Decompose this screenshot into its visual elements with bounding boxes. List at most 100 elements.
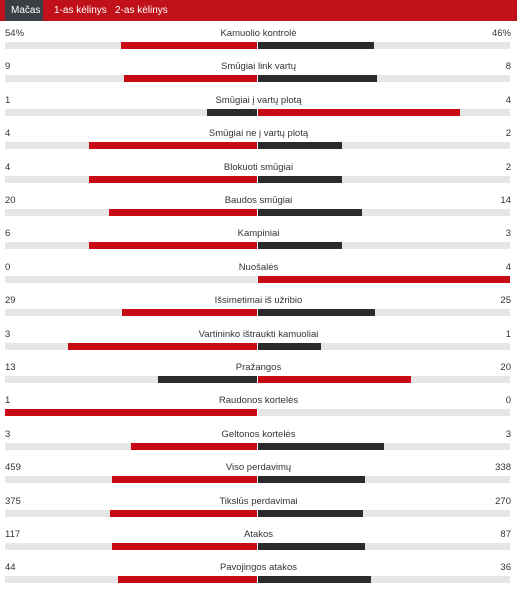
stat-label: Smūgiai link vartų <box>221 61 296 73</box>
stat-row: 29 Išsimetimai iš užribio 25 <box>0 288 517 317</box>
home-bar <box>110 509 257 517</box>
away-bar <box>258 342 321 350</box>
home-bar <box>131 442 257 450</box>
away-track <box>258 342 510 350</box>
tab-match[interactable]: Mačas <box>5 0 43 21</box>
home-value: 375 <box>5 495 21 507</box>
home-bar <box>5 409 257 417</box>
home-value: 1 <box>5 94 11 106</box>
away-track <box>258 476 510 484</box>
home-value: 9 <box>5 61 11 73</box>
home-bar <box>112 476 257 484</box>
home-value: 20 <box>5 195 16 206</box>
stat-row: 6 Kampiniai 3 <box>0 221 517 250</box>
stat-label: Geltonos kortelės <box>221 428 296 440</box>
away-track <box>258 209 510 216</box>
stat-row: 1 Raudonos kortelės 0 <box>0 388 517 417</box>
away-value: 270 <box>495 495 511 507</box>
home-bar <box>112 543 257 550</box>
away-value: 2 <box>505 161 511 173</box>
home-bar <box>122 309 257 317</box>
away-bar <box>258 42 374 49</box>
stat-row: 20 Baudos smūgiai 14 <box>0 188 517 216</box>
home-bar <box>89 142 257 150</box>
stat-row: 4 Blokuoti smūgiai 2 <box>0 155 517 183</box>
away-value: 2 <box>505 128 511 140</box>
home-bar <box>121 42 257 49</box>
home-value: 44 <box>5 562 16 574</box>
stat-label: Smūgiai ne į vartų plotą <box>208 128 309 140</box>
stat-row: 117 Atakos 87 <box>0 522 517 550</box>
away-track <box>258 509 510 517</box>
stat-row: 0 Nuošalės 4 <box>0 255 517 283</box>
stat-label: Pražangos <box>235 362 282 373</box>
away-track <box>258 175 510 183</box>
stat-label: Smūgiai į vartų plotą <box>215 94 302 106</box>
stat-row: 44 Pavojingos atakos 36 <box>0 555 517 584</box>
away-bar <box>258 509 363 517</box>
home-value: 3 <box>5 328 11 340</box>
home-value: 3 <box>5 428 11 440</box>
away-track <box>258 409 510 417</box>
home-value: 54% <box>5 28 25 39</box>
away-track <box>258 42 510 49</box>
home-bar <box>207 108 257 116</box>
stat-label: Nuošalės <box>238 261 279 273</box>
stat-label: Atakos <box>243 529 274 540</box>
away-bar <box>258 376 411 383</box>
tab-first-half[interactable]: 1-as kėlinys <box>54 5 107 16</box>
away-value: 20 <box>500 362 511 373</box>
stat-label: Pavojingos atakos <box>219 562 298 574</box>
stat-label: Blokuoti smūgiai <box>223 161 294 173</box>
away-track <box>258 543 510 550</box>
home-bar <box>89 175 257 183</box>
home-value: 0 <box>5 261 11 273</box>
home-value: 4 <box>5 161 11 173</box>
home-value: 6 <box>5 228 11 240</box>
away-bar <box>258 108 460 116</box>
stat-label: Išsimetimai iš užribio <box>214 295 303 307</box>
away-value: 0 <box>505 395 511 407</box>
stat-row: 459 Viso perdavimų 338 <box>0 455 517 484</box>
home-value: 1 <box>5 395 11 407</box>
away-value: 4 <box>505 94 511 106</box>
away-bar <box>258 209 362 216</box>
home-bar <box>118 576 257 584</box>
away-track <box>258 75 510 83</box>
away-value: 338 <box>495 462 511 474</box>
away-value: 14 <box>500 195 511 206</box>
away-value: 1 <box>505 328 511 340</box>
away-bar <box>258 142 342 150</box>
stat-row: 3 Geltonos kortelės 3 <box>0 422 517 450</box>
away-value: 25 <box>500 295 511 307</box>
stat-label: Vartininko ištraukti kamuoliai <box>198 328 319 340</box>
stat-label: Viso perdavimų <box>225 462 292 474</box>
stat-row: 3 Vartininko ištraukti kamuoliai 1 <box>0 322 517 350</box>
home-value: 29 <box>5 295 16 307</box>
away-bar <box>258 476 365 484</box>
stat-label: Kamuolio kontrolė <box>220 28 297 39</box>
home-value: 13 <box>5 362 16 373</box>
away-track <box>258 142 510 150</box>
stat-row: 54% Kamuolio kontrolė 46% <box>0 21 517 49</box>
home-value: 117 <box>5 529 21 540</box>
stat-row: 4 Smūgiai ne į vartų plotą 2 <box>0 121 517 150</box>
home-bar <box>89 242 257 250</box>
away-value: 3 <box>505 428 511 440</box>
home-bar <box>109 209 257 216</box>
away-bar <box>258 543 365 550</box>
home-bar <box>68 342 257 350</box>
stat-row: 9 Smūgiai link vartų 8 <box>0 54 517 83</box>
away-track <box>258 242 510 250</box>
away-track <box>258 576 510 584</box>
home-value: 4 <box>5 128 11 140</box>
stat-row: 13 Pražangos 20 <box>0 355 517 383</box>
tab-second-half[interactable]: 2-as kėlinys <box>115 5 168 16</box>
away-bar <box>258 175 342 183</box>
home-track <box>5 108 257 116</box>
stat-label: Tikslūs perdavimai <box>219 495 298 507</box>
away-bar <box>258 242 342 250</box>
away-value: 36 <box>500 562 511 574</box>
stat-row: 375 Tikslūs perdavimai 270 <box>0 489 517 517</box>
stat-label: Baudos smūgiai <box>224 195 293 206</box>
